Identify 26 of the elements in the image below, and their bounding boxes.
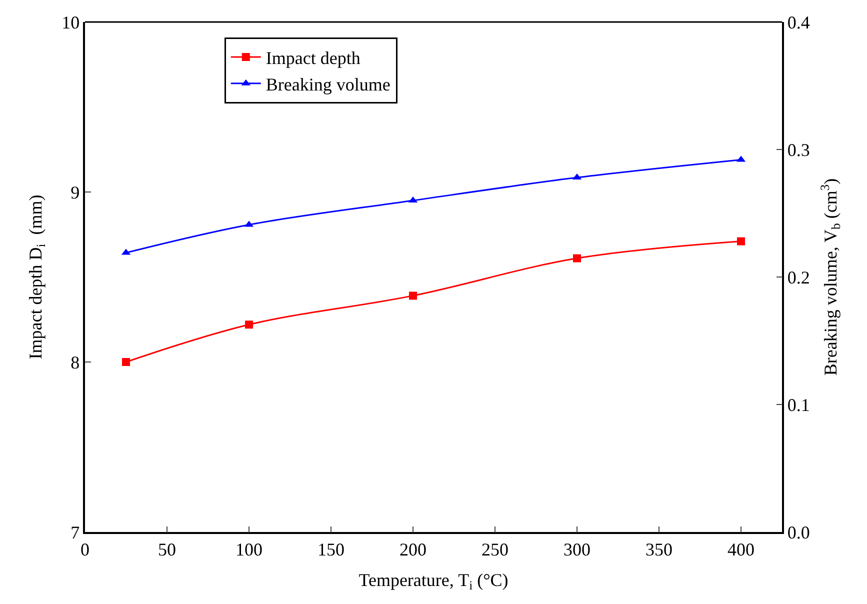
x-tick-label: 150 [318,539,344,560]
x-tick-label: 300 [564,539,590,560]
legend-label: Impact depth [266,48,360,68]
point [409,292,417,300]
x-tick-label: 0 [80,539,90,560]
y-tick-label: 8 [70,352,80,372]
point [245,320,253,329]
y2-tick-label: 0.4 [787,12,810,32]
y2-tick-label: 0.2 [787,267,810,288]
point [573,254,581,262]
y-tick-label: 10 [62,12,80,32]
x-tick-label: 350 [646,539,672,560]
x-tick-label: 400 [728,539,754,560]
y2-tick-label: 0.3 [787,140,810,160]
y2-tick-label: 0.1 [787,394,810,415]
y-tick-label: 7 [70,522,80,542]
y-tick-label: 9 [70,182,80,202]
point [737,237,745,246]
x-tick-label: 200 [400,539,426,560]
x-tick-label: 250 [482,539,508,560]
x-axis-title: Temperature, T$_{i}$ (°C) [358,570,508,593]
x-tick-label: 50 [158,539,176,560]
y2-tick-label: 0.0 [787,522,810,542]
x-tick-label: 100 [236,539,262,560]
point [122,358,130,366]
legend-label: Breaking volume [266,74,390,94]
